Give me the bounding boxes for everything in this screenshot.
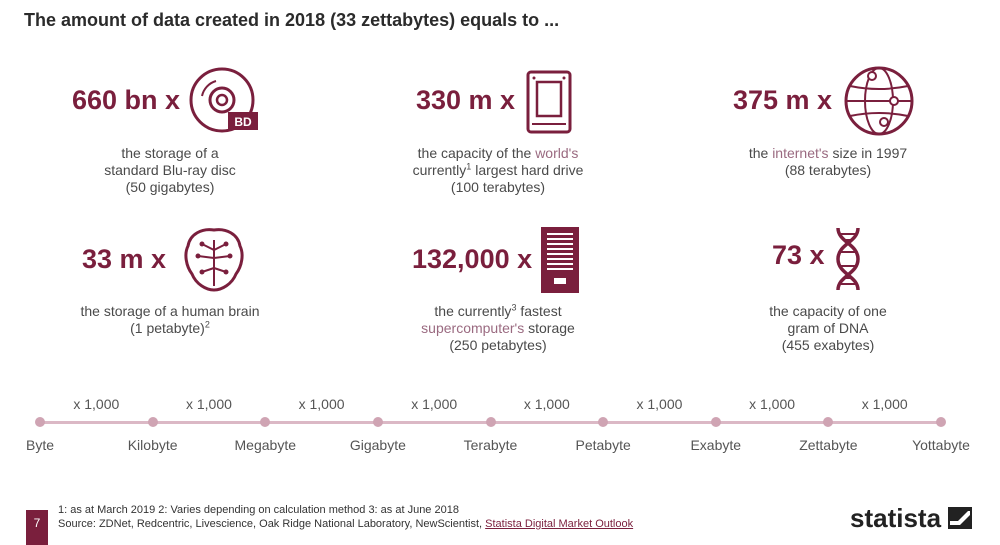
server-icon [541,227,579,293]
scale-dot [35,417,45,427]
description-line: the capacity of one [769,303,887,319]
unit-label: Byte [25,437,55,453]
description-text: largest hard drive [471,162,584,178]
description-text: size in 1997 [828,145,908,161]
description-highlight: supercomputer's [421,320,525,336]
statista-logo: statista [850,503,973,534]
logo-icon [948,507,973,529]
unit-label: Kilobyte [127,437,178,453]
step-label: x 1,000 [411,396,458,412]
hard-drive-icon [526,70,572,134]
description-line: (250 petabytes) [449,337,547,353]
description-brain: the storage of a human brain (1 petabyte… [60,303,280,337]
unit-label: Terabyte [463,437,518,453]
description-line: gram of DNA [787,320,869,336]
globe-icon [844,66,914,136]
multiplier-supercomputer: 132,000 x [412,244,533,274]
unit-label: Exabyte [690,437,742,453]
scale-dot [936,417,946,427]
description-text: (1 petabyte) [130,320,205,336]
description-text: storage [524,320,575,336]
scale-dot [485,417,496,427]
footnote-marker: 3 [511,302,517,313]
scale-dot [598,417,609,427]
description-line: (100 terabytes) [450,179,546,195]
logo-text: statista [850,503,942,533]
description-text: the currently [434,303,512,319]
multiplier-hard-drive: 330 m x [416,85,516,115]
description-hard-drive: the capacity of the world's currently1 l… [398,145,598,196]
blu-ray-label: BD [234,115,252,129]
page-number: 7 [26,510,48,545]
unit-label: Petabyte [575,437,631,453]
multiplier-brain: 33 m x [82,244,167,274]
step-label: x 1,000 [298,396,345,412]
description-highlight: internet's [772,145,829,161]
source-text: Source: ZDNet, Redcentric, Livescience, … [58,518,486,530]
description-internet: the internet's size in 1997 (88 terabyte… [728,145,928,179]
description-text: the [748,145,773,161]
multiplier-bluray: 660 bn x [72,85,181,115]
step-label: x 1,000 [73,396,120,412]
brain-icon [184,228,244,292]
unit-label: Yottabyte [912,437,970,453]
scale-dot [710,417,721,427]
page-title: The amount of data created in 2018 (33 z… [24,10,560,30]
footnotes: 1: as at March 2019 2: Varies depending … [58,504,459,516]
description-line: the storage of a human brain [80,303,260,319]
step-label: x 1,000 [185,396,232,412]
multiplier-dna: 73 x [772,240,825,270]
description-bluray: the storage of a standard Blu-ray disc (… [90,145,250,196]
scale-dot [260,417,271,427]
dna-icon [836,227,860,291]
scale-dot [147,417,158,427]
step-label: x 1,000 [749,396,796,412]
unit-scale: Byte x 1,000 Kilobyte x 1,000 Megabyte x 1,00… [0,380,1000,470]
description-dna: the capacity of one gram of DNA (455 exa… [728,303,928,354]
step-label: x 1,000 [523,396,570,412]
blu-ray-disc-icon: BD [189,67,258,133]
description-line: (50 gigabytes) [125,179,215,195]
description-line: the storage of a [121,145,219,161]
description-text: the capacity of the [417,145,536,161]
step-label: x 1,000 [861,396,908,412]
unit-label: Gigabyte [349,437,406,453]
footnote-marker: 1 [466,161,472,172]
unit-label: Zettabyte [799,437,858,453]
step-label: x 1,000 [636,396,683,412]
description-highlight: world's [535,145,579,161]
scale-dot [372,417,383,427]
source-link[interactable]: Statista Digital Market Outlook [485,518,634,530]
multiplier-internet: 375 m x [733,85,833,115]
description-line: standard Blu-ray disc [104,162,236,178]
footnote-marker: 2 [204,319,210,330]
description-text: currently [412,162,467,178]
footer-notes: 1: as at March 2019 2: Varies depending … [58,503,633,531]
description-line: (455 exabytes) [781,337,875,353]
unit-label: Megabyte [234,437,296,453]
description-text: fastest [516,303,562,319]
scale-dot [823,417,834,427]
description-supercomputer: the currently3 fastest supercomputer's s… [398,303,598,354]
description-line: (88 terabytes) [784,162,872,178]
